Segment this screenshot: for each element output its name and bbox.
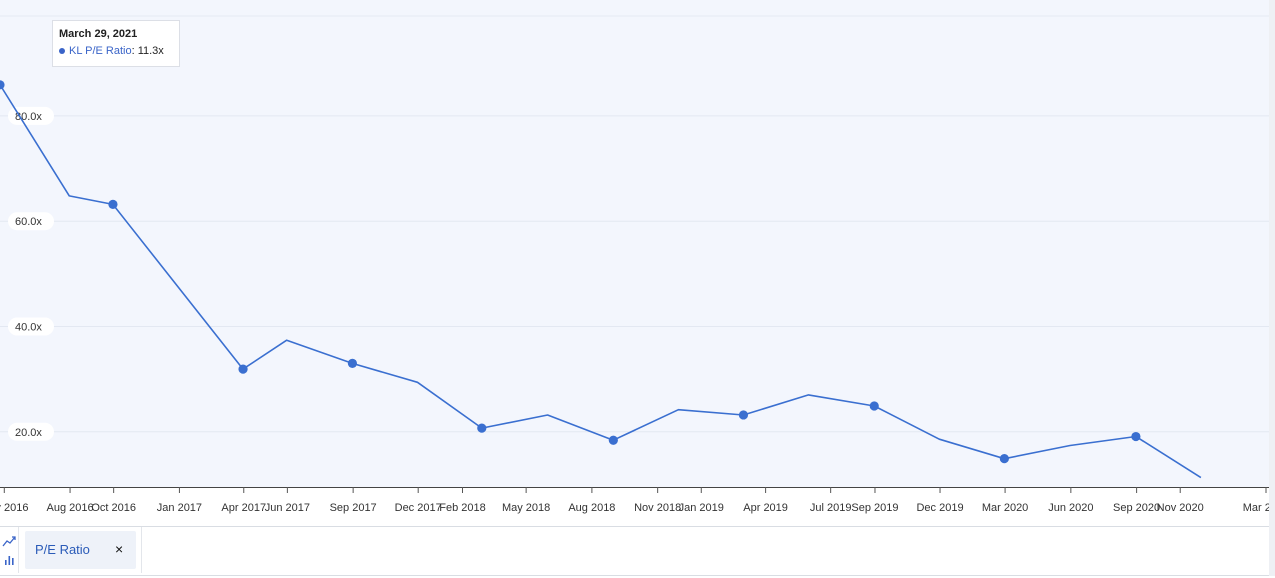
data-point[interactable] [108,199,118,209]
divider [141,527,142,573]
x-tick-label: Jun 2017 [265,502,310,514]
x-tick-label: Dec 2019 [916,502,963,514]
line-chart-icon[interactable] [2,536,16,547]
x-tick-label: Aug 2018 [568,502,615,514]
chart-type-switch [0,527,19,573]
x-tick-label: Sep 2019 [851,502,898,514]
data-point[interactable] [0,80,5,90]
data-point[interactable] [477,423,487,433]
data-point[interactable] [738,410,749,420]
chart-tooltip: March 29, 2021 KL P/E Ratio: 11.3x [52,20,180,67]
x-tick-label: Sep 2017 [330,502,377,514]
metric-tab-pe-ratio[interactable]: P/E Ratio × [25,531,136,569]
series-dot-icon [59,48,65,55]
tooltip-colon: : [131,45,138,57]
y-tick-label: 40.0x [15,322,42,334]
y-tick-label-bg [8,317,54,336]
x-tick-label: Jan 2019 [679,502,724,514]
x-tick-label: Jan 2017 [157,502,202,514]
scrollbar-track[interactable] [1269,0,1275,576]
x-tick-label: Apr 2017 [221,502,266,514]
x-tick-label: Mar 2021 [1243,502,1275,514]
metric-toolbar: P/E Ratio × [0,526,1269,576]
x-tick-label: Sep 2020 [1113,502,1160,514]
x-tick-label: Aug 2016 [47,502,94,514]
x-tick-label: May 2016 [0,502,28,514]
plot-background [0,0,1269,487]
metric-tab-label: P/E Ratio [35,542,90,557]
x-tick-label: Dec 2017 [395,502,442,514]
tooltip-value: 11.3x [137,45,164,57]
data-point[interactable] [869,401,879,411]
x-tick-label: May 2018 [502,502,550,514]
data-point[interactable] [1131,431,1141,442]
x-tick-label: Jun 2020 [1048,502,1093,514]
data-point[interactable] [347,358,358,368]
y-tick-label-bg [8,422,54,441]
x-tick-label: Apr 2019 [743,502,788,514]
x-tick-label: Nov 2020 [1157,502,1204,514]
x-tick-label: Oct 2016 [91,502,136,514]
y-tick-label-bg [8,212,54,231]
y-tick-label-bg [8,106,54,125]
data-point[interactable] [999,454,1009,464]
x-tick-label: Mar 2020 [982,502,1028,514]
tooltip-date: March 29, 2021 [59,28,138,40]
close-icon[interactable]: × [115,541,124,557]
tooltip-series-label: KL P/E Ratio [69,45,132,57]
tooltip-row: KL P/E Ratio: 11.3x [59,45,179,57]
bar-chart-icon[interactable] [5,556,14,565]
data-point[interactable] [238,364,248,374]
x-tick-label: Feb 2018 [439,502,485,514]
data-point[interactable] [608,435,618,445]
y-tick-label: 60.0x [15,216,42,228]
x-tick-label: Jul 2019 [810,502,852,514]
x-tick-label: Nov 2018 [634,502,681,514]
y-tick-label: 20.0x [15,427,42,439]
